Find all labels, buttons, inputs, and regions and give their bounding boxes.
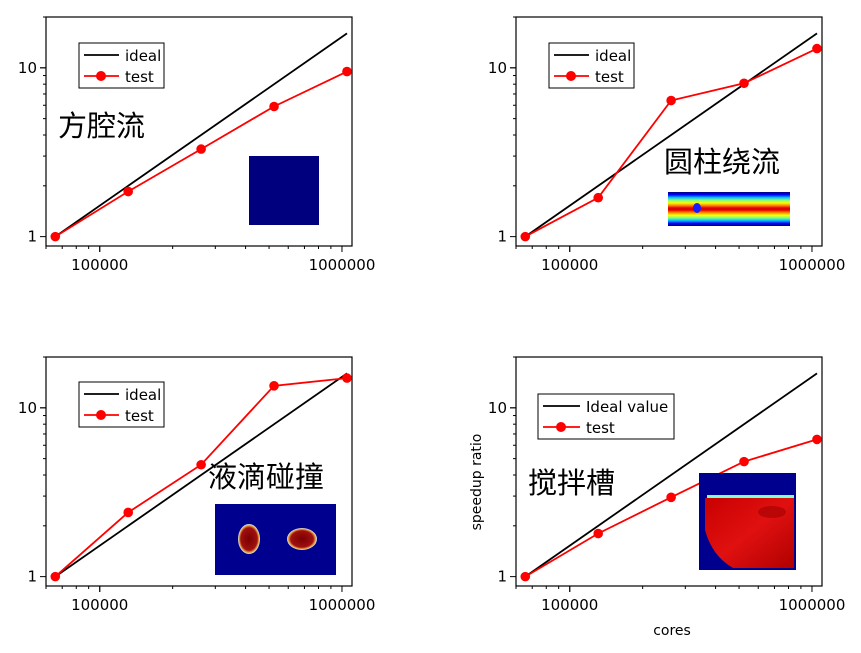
y-tick-label: 1 xyxy=(27,228,37,246)
panel-annotation: 方腔流 xyxy=(58,109,145,143)
cylinder-shape xyxy=(693,203,701,213)
y-tick-label: 1 xyxy=(497,228,507,246)
x-tick-label: 1000000 xyxy=(779,256,846,274)
x-tick-label: 1000000 xyxy=(309,596,376,614)
data-point-test xyxy=(739,456,749,467)
legend-label-test: test xyxy=(586,419,615,437)
droplet-shape xyxy=(287,528,317,550)
series-line-ideal xyxy=(524,32,818,238)
legend-label-ideal: Ideal value xyxy=(586,398,668,416)
data-point-test xyxy=(520,571,531,582)
x-tick-label: 100000 xyxy=(71,256,128,274)
plot-frame xyxy=(515,16,823,247)
data-point-test xyxy=(593,192,604,203)
data-point-test xyxy=(123,186,134,197)
data-point-test xyxy=(739,78,749,89)
data-point-test xyxy=(666,492,676,503)
panel-annotation: 搅拌槽 xyxy=(528,466,615,500)
data-point-test xyxy=(196,144,206,154)
simulation-inset-image xyxy=(668,192,790,226)
x-tick-label: 100000 xyxy=(541,596,598,614)
data-point-test xyxy=(269,381,279,391)
panel-droplet-collision: 100000 1000000 1 10 ideal test 液滴碰撞 xyxy=(18,356,376,614)
panel-flow-past-cylinder: 100000 1000000 1 10 ideal test 圆柱绕流 xyxy=(488,16,846,274)
plot-frame xyxy=(45,16,353,247)
simulation-inset-image xyxy=(699,473,796,570)
legend-label-test: test xyxy=(125,407,154,425)
data-point-test xyxy=(269,101,279,112)
data-point-test xyxy=(812,434,822,445)
simulation-inset-image xyxy=(249,156,319,225)
panel-annotation: 圆柱绕流 xyxy=(664,145,780,179)
legend-marker-test xyxy=(96,410,106,420)
x-tick-label: 1000000 xyxy=(309,256,376,274)
x-tick-label: 100000 xyxy=(541,256,598,274)
legend-label-ideal: ideal xyxy=(125,386,161,404)
y-tick-label: 10 xyxy=(488,59,507,77)
data-point-test xyxy=(50,231,61,242)
y-tick-label: 1 xyxy=(27,568,37,586)
data-point-test xyxy=(196,459,206,470)
y-tick-label: 10 xyxy=(18,59,37,77)
y-tick-label: 1 xyxy=(497,568,507,586)
data-point-test xyxy=(812,43,822,54)
legend-label-ideal: ideal xyxy=(595,47,631,65)
legend-marker-test xyxy=(96,71,106,81)
data-point-test xyxy=(50,571,61,582)
panel-lid-driven-cavity: 100000 1000000 1 10 ideal test 方腔流 xyxy=(18,16,376,274)
y-tick-label: 10 xyxy=(488,399,507,417)
legend: ideal test xyxy=(78,42,165,89)
x-tick-label: 100000 xyxy=(71,596,128,614)
data-point-test xyxy=(666,95,676,106)
panel-stirred-tank: 100000 1000000 1 10 Ideal value test 搅拌槽 xyxy=(488,356,846,614)
legend-label-ideal: ideal xyxy=(125,47,161,65)
data-point-test xyxy=(342,66,352,77)
plot-frame xyxy=(45,356,353,587)
series-line-ideal xyxy=(54,372,348,578)
x-axis-label: cores xyxy=(653,623,691,639)
legend: ideal test xyxy=(78,381,165,428)
legend: Ideal value test xyxy=(537,393,675,440)
legend-label-test: test xyxy=(125,68,154,86)
series-line-ideal xyxy=(54,32,348,238)
data-point-test xyxy=(123,507,134,518)
panel-annotation: 液滴碰撞 xyxy=(208,460,324,494)
x-tick-label: 1000000 xyxy=(779,596,846,614)
y-axis-label: speedup ratio xyxy=(469,434,485,531)
data-point-test xyxy=(593,528,604,539)
droplet-shape xyxy=(238,524,260,554)
legend-marker-test xyxy=(566,71,576,81)
simulation-inset-image xyxy=(215,504,336,575)
data-point-test xyxy=(520,231,531,242)
legend: ideal test xyxy=(548,42,635,89)
data-point-test xyxy=(342,373,352,383)
legend-marker-test xyxy=(556,422,566,432)
series-line-ideal xyxy=(524,372,818,578)
y-tick-label: 10 xyxy=(18,399,37,417)
plot-frame xyxy=(515,356,823,587)
legend-label-test: test xyxy=(595,68,624,86)
